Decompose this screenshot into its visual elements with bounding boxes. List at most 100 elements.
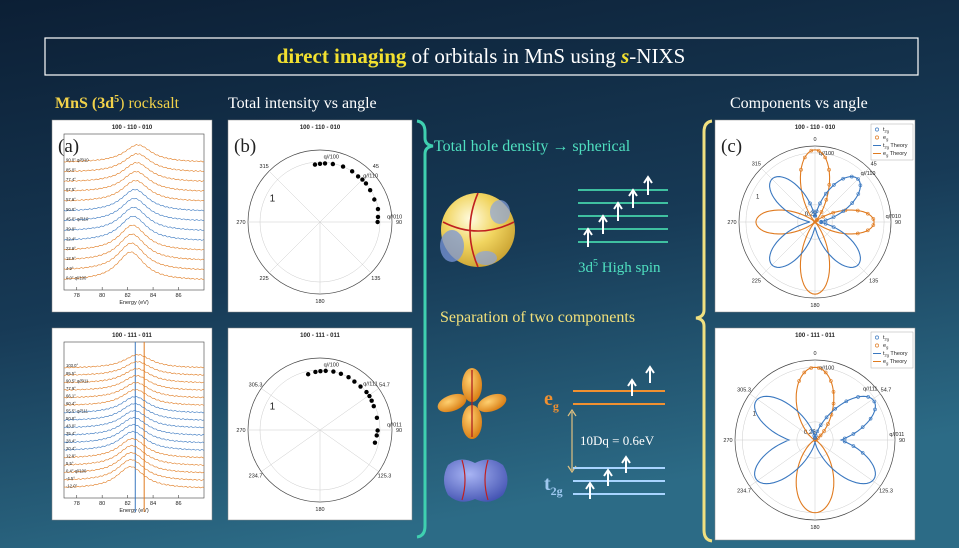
radial-tick-label: 0.25	[804, 430, 816, 436]
angle-tick-label: 234.7	[249, 474, 263, 480]
measured-marker	[833, 406, 838, 411]
spectrum-curve	[63, 395, 205, 414]
spin-arrow	[628, 188, 638, 208]
legend-sub: 2g	[885, 129, 889, 134]
measured-marker	[809, 366, 814, 370]
high-spin-label: 3d5 High spin	[578, 258, 661, 276]
angle-tick-label: 305.3	[737, 388, 751, 394]
spectrum-curve	[63, 353, 205, 369]
angle-tick-label: 90	[396, 220, 402, 226]
measured-marker	[816, 366, 821, 370]
data-point	[364, 389, 369, 395]
measured-marker	[856, 192, 861, 196]
data-point	[346, 375, 351, 380]
measured-marker	[808, 201, 812, 206]
curve-label: -12.0°	[66, 484, 78, 489]
measured-marker	[849, 174, 854, 179]
measured-marker	[855, 208, 860, 213]
yellow-brace	[695, 119, 713, 543]
spectrum-curve	[63, 444, 205, 466]
spectrum-curve	[63, 458, 205, 481]
angle-tick-label: 54.7	[379, 382, 390, 388]
measured-marker	[823, 221, 828, 226]
angle-tick-label: 45	[871, 161, 877, 167]
measured-marker	[829, 412, 834, 417]
spherical-orbital	[440, 192, 515, 268]
plots: 100 - 110 - 010 (a) 78 80 82 84 86 Energy (eV) 9…	[51, 119, 916, 541]
plot-title: 100 - 110 - 010	[300, 125, 341, 131]
legend-text: e	[883, 135, 886, 141]
title-text: of orbitals in MnS using	[406, 44, 621, 68]
measured-marker	[860, 450, 865, 455]
lobe	[437, 393, 467, 413]
direction-label: q//100	[819, 151, 834, 157]
measured-marker	[809, 148, 814, 153]
curve-label: 35.4°	[66, 431, 76, 436]
legend-text: t	[883, 127, 885, 133]
data-point	[360, 177, 365, 182]
measured-marker	[831, 210, 835, 215]
radial-grid-ring	[797, 204, 833, 240]
spectrum-curve	[63, 368, 205, 384]
measured-marker	[831, 401, 836, 406]
panel-background	[51, 119, 213, 313]
plot-title: 100 - 110 - 010	[112, 125, 153, 131]
angle-tick-label: 270	[723, 438, 732, 444]
spectrum-curve	[63, 389, 205, 406]
spectrum-curve	[63, 251, 205, 280]
angle-tick-label: 180	[315, 299, 324, 305]
t2g-label: t2g	[544, 473, 563, 498]
direction-label: q//111	[363, 381, 377, 387]
data-point	[375, 428, 380, 433]
spin-arrows	[583, 175, 653, 247]
x-tick-label: 78	[74, 293, 80, 299]
measured-marker	[868, 416, 873, 421]
measured-marker	[873, 407, 877, 412]
measured-marker	[856, 177, 860, 181]
plot-title: 100 - 111 - 011	[795, 333, 835, 339]
x-axis-label: Energy (eV)	[119, 508, 149, 514]
curve-label: 95.5°	[66, 371, 76, 376]
data-point	[371, 403, 376, 409]
green-brace	[416, 119, 434, 539]
plot-panel: 100 - 111 - 011 305.3 54.7 270 90 234.7 125.3 1…	[227, 327, 413, 521]
curve-label: 57.6°	[66, 197, 76, 202]
measured-marker	[823, 155, 828, 160]
measured-marker	[819, 220, 823, 225]
curve-label: 77.9°	[66, 386, 76, 391]
measured-marker	[815, 429, 820, 434]
panel-label: (c)	[721, 136, 742, 157]
curve-label: 90.0° q//010	[66, 158, 89, 163]
direction-label: q//110	[363, 173, 378, 179]
angle-tick-label: 90	[899, 438, 905, 444]
spectrum-curve	[63, 162, 205, 182]
hole-density-note: Total hole density → spherical	[434, 138, 631, 155]
measured-marker	[842, 439, 847, 444]
data-point	[349, 169, 355, 174]
legend-marker	[875, 135, 879, 140]
spin-arrow	[643, 175, 653, 195]
spectrum-curve	[63, 153, 205, 173]
angle-tick-label: 180	[810, 525, 819, 531]
spectrum-curve	[63, 423, 205, 444]
curve-label: 77.4°	[66, 177, 76, 182]
curve-label: 32.4°	[66, 236, 76, 241]
spectrum-curve	[63, 224, 205, 251]
spectrum-curve	[63, 171, 205, 192]
curve-label: 45.0° q//110	[66, 217, 89, 222]
measured-marker	[813, 433, 818, 438]
curve-label: 60.4°	[66, 401, 76, 406]
plot-panel: 100 - 110 - 010 (b) 315 45 270 90 225 135 180 1 q/…	[227, 119, 413, 313]
measured-marker	[831, 390, 836, 394]
theory-curve	[795, 366, 835, 514]
title-italic: s	[620, 44, 629, 68]
direction-label: q//100	[819, 366, 834, 372]
material-heading: MnS (3d5) rocksalt	[55, 94, 180, 112]
direction-label: q//010	[387, 214, 402, 220]
legend-marker	[875, 335, 879, 340]
sphere-patch	[440, 230, 464, 262]
plot-panel: 100 - 111 - 011 0 54.7 90 125.3 180 234.7 270 30…	[714, 327, 916, 541]
spectrum-curve	[63, 242, 205, 271]
legend-text: Theory	[889, 143, 908, 149]
measured-marker	[814, 209, 819, 214]
